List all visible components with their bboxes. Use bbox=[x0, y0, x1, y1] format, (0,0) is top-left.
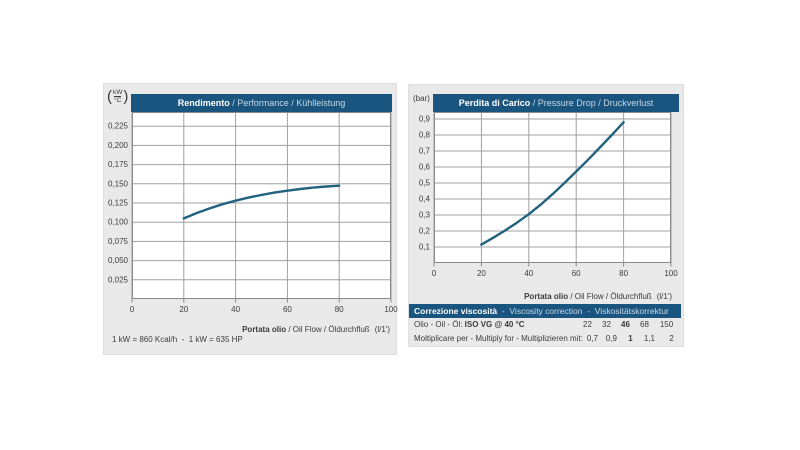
unit-fraction: kW °C bbox=[112, 89, 123, 104]
multiplier-1: 1 bbox=[628, 334, 633, 343]
x-label-unit: (l/1') bbox=[656, 292, 672, 301]
iso-vg-68: 68 bbox=[640, 320, 649, 329]
pressure-drop-panel: (bar) Perdita di Carico / Pressure Drop … bbox=[408, 84, 684, 347]
unit-denominator: °C bbox=[114, 96, 122, 104]
svg-text:40: 40 bbox=[524, 269, 533, 278]
x-label-secondary: / Oil Flow / Öldurchfluß bbox=[286, 325, 370, 334]
svg-text:20: 20 bbox=[477, 269, 486, 278]
title-main: Rendimento bbox=[177, 98, 230, 108]
title-secondary: / Pressure Drop / Druckverlust bbox=[530, 98, 654, 108]
svg-text:0,1: 0,1 bbox=[419, 243, 431, 252]
multiplier-2: 2 bbox=[669, 334, 674, 343]
svg-text:0,025: 0,025 bbox=[108, 275, 129, 284]
svg-text:0,3: 0,3 bbox=[419, 211, 431, 220]
svg-text:0,050: 0,050 bbox=[108, 256, 129, 265]
svg-text:80: 80 bbox=[619, 269, 628, 278]
y-axis-unit-bar: (bar) bbox=[413, 94, 430, 103]
x-label-main: Portata olio bbox=[242, 325, 287, 334]
header-main: Correzione viscosità bbox=[414, 306, 498, 316]
svg-text:0,4: 0,4 bbox=[419, 195, 431, 204]
multiplier-label: Moltiplicare per - Multiply for - Multip… bbox=[414, 334, 583, 343]
pressure-x-axis-label: Portata olio / Oil Flow / Öldurchfluß (l/… bbox=[511, 283, 672, 310]
unit-numerator: kW bbox=[113, 89, 123, 96]
svg-text:0,5: 0,5 bbox=[419, 179, 431, 188]
svg-text:0,225: 0,225 bbox=[108, 122, 129, 131]
viscosity-multiplier-row: Moltiplicare per - Multiply for - Multip… bbox=[409, 332, 681, 345]
svg-text:0: 0 bbox=[130, 305, 135, 314]
svg-text:0,2: 0,2 bbox=[419, 227, 431, 236]
performance-x-axis-label: Portata olio / Oil Flow / Öldurchfluß (l/… bbox=[229, 316, 390, 343]
multiplier-values: 0,7 0,9 1 1,1 2 bbox=[583, 334, 684, 343]
x-label-main: Portata olio bbox=[524, 292, 569, 301]
svg-text:0,125: 0,125 bbox=[108, 199, 129, 208]
performance-chart-title: Rendimento / Performance / Kühlleistung bbox=[131, 94, 392, 112]
oil-grade-label-bold: ISO VG @ 40 °C bbox=[464, 320, 525, 329]
iso-vg-22: 22 bbox=[583, 320, 592, 329]
conversion-footnote: 1 kW = 860 Kcal/h - 1 kW = 635 HP bbox=[112, 335, 243, 344]
svg-text:0,7: 0,7 bbox=[419, 147, 431, 156]
svg-text:0,8: 0,8 bbox=[419, 131, 431, 140]
svg-text:0,100: 0,100 bbox=[108, 218, 129, 227]
svg-text:0,200: 0,200 bbox=[108, 141, 129, 150]
oil-grade-label-prefix: Olio - Oil - Öl: bbox=[414, 320, 465, 329]
svg-text:100: 100 bbox=[384, 305, 398, 314]
svg-text:40: 40 bbox=[231, 305, 240, 314]
svg-text:0,150: 0,150 bbox=[108, 179, 129, 188]
title-main: Perdita di Carico bbox=[458, 98, 531, 108]
iso-vg-150: 150 bbox=[659, 320, 674, 329]
iso-vg-46: 46 bbox=[621, 320, 630, 329]
oil-grade-values: 22 32 46 68 150 bbox=[578, 320, 679, 329]
pressure-drop-plot: 0 20 40 60 80 100 0,1 0,2 0,3 0,4 0,5 0,6 0,7 0,8 0,9 bbox=[419, 112, 678, 278]
svg-text:0,175: 0,175 bbox=[108, 160, 129, 169]
paren-close: ) bbox=[123, 88, 129, 105]
x-label-secondary: / Oil Flow / Öldurchfluß bbox=[568, 292, 652, 301]
svg-text:100: 100 bbox=[664, 269, 678, 278]
svg-text:0,075: 0,075 bbox=[108, 237, 129, 246]
header-secondary: - Viscosity correction - Viskositätskorr… bbox=[497, 306, 669, 316]
multiplier-0-9: 0,9 bbox=[605, 334, 617, 343]
pressure-chart-title: Perdita di Carico / Pressure Drop / Druc… bbox=[433, 94, 679, 112]
svg-text:0: 0 bbox=[432, 269, 437, 278]
viscosity-oil-grade-row: Olio - Oil - Öl: ISO VG @ 40 °C 22 32 46… bbox=[409, 318, 681, 331]
y-axis-unit-kw-per-c: ( kW °C ) bbox=[107, 89, 128, 104]
paren-open: ( bbox=[107, 88, 112, 105]
svg-text:60: 60 bbox=[283, 305, 292, 314]
svg-text:60: 60 bbox=[572, 269, 581, 278]
x-label-unit: (l/1') bbox=[374, 325, 390, 334]
multiplier-0-7: 0,7 bbox=[586, 334, 598, 343]
svg-text:0,9: 0,9 bbox=[419, 115, 431, 124]
svg-text:80: 80 bbox=[335, 305, 344, 314]
viscosity-correction-header: Correzione viscosità - Viscosity correct… bbox=[409, 304, 681, 318]
multiplier-1-1: 1,1 bbox=[643, 334, 655, 343]
svg-text:20: 20 bbox=[179, 305, 188, 314]
performance-plot: 0 20 40 60 80 100 0,025 0,050 0,075 0,100 0,125 0,1… bbox=[108, 112, 398, 314]
performance-chart-panel: ( kW °C ) Rendimento / Performance / Küh… bbox=[103, 83, 398, 355]
svg-text:0,6: 0,6 bbox=[419, 163, 431, 172]
iso-vg-32: 32 bbox=[602, 320, 611, 329]
oil-grade-label: Olio - Oil - Öl: ISO VG @ 40 °C bbox=[414, 320, 578, 329]
title-secondary: / Performance / Kühlleistung bbox=[229, 98, 346, 108]
